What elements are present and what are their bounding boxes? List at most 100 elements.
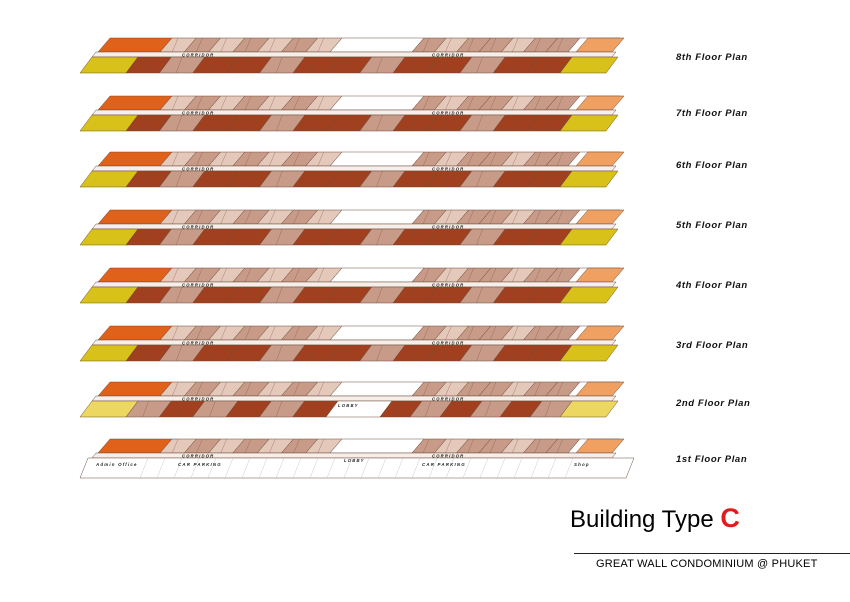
partition-line: [275, 400, 283, 418]
corner-unit-right-front: [559, 114, 619, 132]
parking-bay-line: [173, 457, 183, 479]
corridor-label-left: CORRIDOR: [182, 282, 214, 287]
partition-line: [209, 344, 216, 362]
partition-line: [489, 151, 497, 167]
stair-lift-core: [329, 95, 425, 111]
partition-line: [556, 438, 563, 454]
partition-line: [172, 438, 179, 454]
partition-line: [476, 228, 483, 246]
partition-line: [220, 37, 227, 53]
partition-line: [293, 438, 300, 454]
corridor-label-right: CORRIDOR: [432, 453, 464, 458]
parking-bay-line: [547, 457, 557, 479]
partition-line: [142, 286, 149, 304]
partition-line: [489, 37, 497, 53]
partition-line: [220, 209, 227, 225]
partition-line: [445, 381, 452, 397]
corridor-label-left: CORRIDOR: [182, 224, 214, 229]
partition-line: [423, 438, 430, 454]
partition-line: [512, 209, 519, 225]
partition-line: [172, 381, 179, 397]
partition-line: [342, 228, 350, 246]
parking-bay-line: [564, 457, 574, 479]
partition-line: [509, 286, 517, 304]
partition-line: [376, 228, 383, 246]
floor-label-6: 6th Floor Plan: [676, 160, 748, 171]
partition-line: [534, 151, 541, 167]
partition-line: [342, 56, 350, 74]
partition-line: [476, 114, 483, 132]
corner-unit-right-front: [559, 286, 619, 304]
partition-line: [220, 381, 227, 397]
partition-line: [467, 209, 474, 225]
parking-bay-line: [530, 457, 540, 479]
partition-line: [509, 228, 517, 246]
stair-lift-core: [329, 37, 425, 53]
partition-line: [394, 400, 402, 418]
partition-line: [476, 344, 483, 362]
corner-unit-right-front: [559, 400, 619, 418]
partition-line: [467, 381, 474, 397]
corner-unit-left: [97, 37, 173, 53]
partition-line: [317, 209, 324, 225]
partition-line: [242, 56, 249, 74]
partition-line: [376, 170, 383, 188]
partition-line: [512, 438, 519, 454]
partition-line: [376, 344, 383, 362]
parking-bay-line: [241, 457, 251, 479]
corner-unit-left: [97, 438, 173, 454]
corridor-label-right: CORRIDOR: [432, 110, 464, 115]
partition-line: [196, 267, 203, 283]
partition-line: [293, 37, 300, 53]
partition-line: [543, 56, 550, 74]
partition-line: [220, 151, 227, 167]
partition-line: [467, 37, 474, 53]
partition-line: [423, 151, 430, 167]
partition-line: [242, 170, 249, 188]
stair-lift-core: [329, 438, 425, 454]
corridor-label-left: CORRIDOR: [182, 110, 214, 115]
partition-line: [269, 438, 276, 454]
parking-bay-line: [275, 457, 285, 479]
parking-bay-line: [428, 457, 438, 479]
stair-lift-core: [329, 151, 425, 167]
partition-line: [172, 209, 179, 225]
parking-bay-line: [224, 457, 234, 479]
partition-line: [445, 151, 452, 167]
partition-line: [467, 151, 474, 167]
partition-line: [556, 381, 563, 397]
floor-label-5: 5th Floor Plan: [676, 220, 748, 231]
corridor: [91, 281, 617, 288]
partition-line: [309, 344, 316, 362]
corner-unit-left: [97, 381, 173, 397]
corner-unit-right-front: [559, 228, 619, 246]
corner-unit-left: [97, 325, 173, 341]
partition-line: [172, 267, 179, 283]
corridor: [91, 223, 617, 230]
partition-line: [209, 170, 216, 188]
partition-line: [445, 438, 452, 454]
partition-line: [269, 95, 276, 111]
partition-line: [509, 114, 517, 132]
partition-line: [220, 267, 227, 283]
partition-line: [342, 344, 350, 362]
partition-line: [409, 170, 416, 188]
partition-line: [543, 170, 550, 188]
title-prefix: Building Type: [570, 506, 714, 533]
partition-line: [142, 344, 149, 362]
partition-line: [293, 267, 300, 283]
corridor-label-right: CORRIDOR: [432, 282, 464, 287]
partition-line: [293, 209, 300, 225]
partition-line: [269, 209, 276, 225]
partition-line: [317, 151, 324, 167]
partition-line: [484, 400, 492, 418]
car-parking-deck: [79, 457, 635, 479]
parking-bay-line: [156, 457, 166, 479]
partition-line: [244, 95, 252, 111]
partition-line: [376, 114, 383, 132]
partition-line: [293, 151, 300, 167]
corner-unit-left: [97, 267, 173, 283]
partition-line: [512, 151, 519, 167]
corridor-label-left: CORRIDOR: [182, 166, 214, 171]
partition-line: [242, 286, 249, 304]
